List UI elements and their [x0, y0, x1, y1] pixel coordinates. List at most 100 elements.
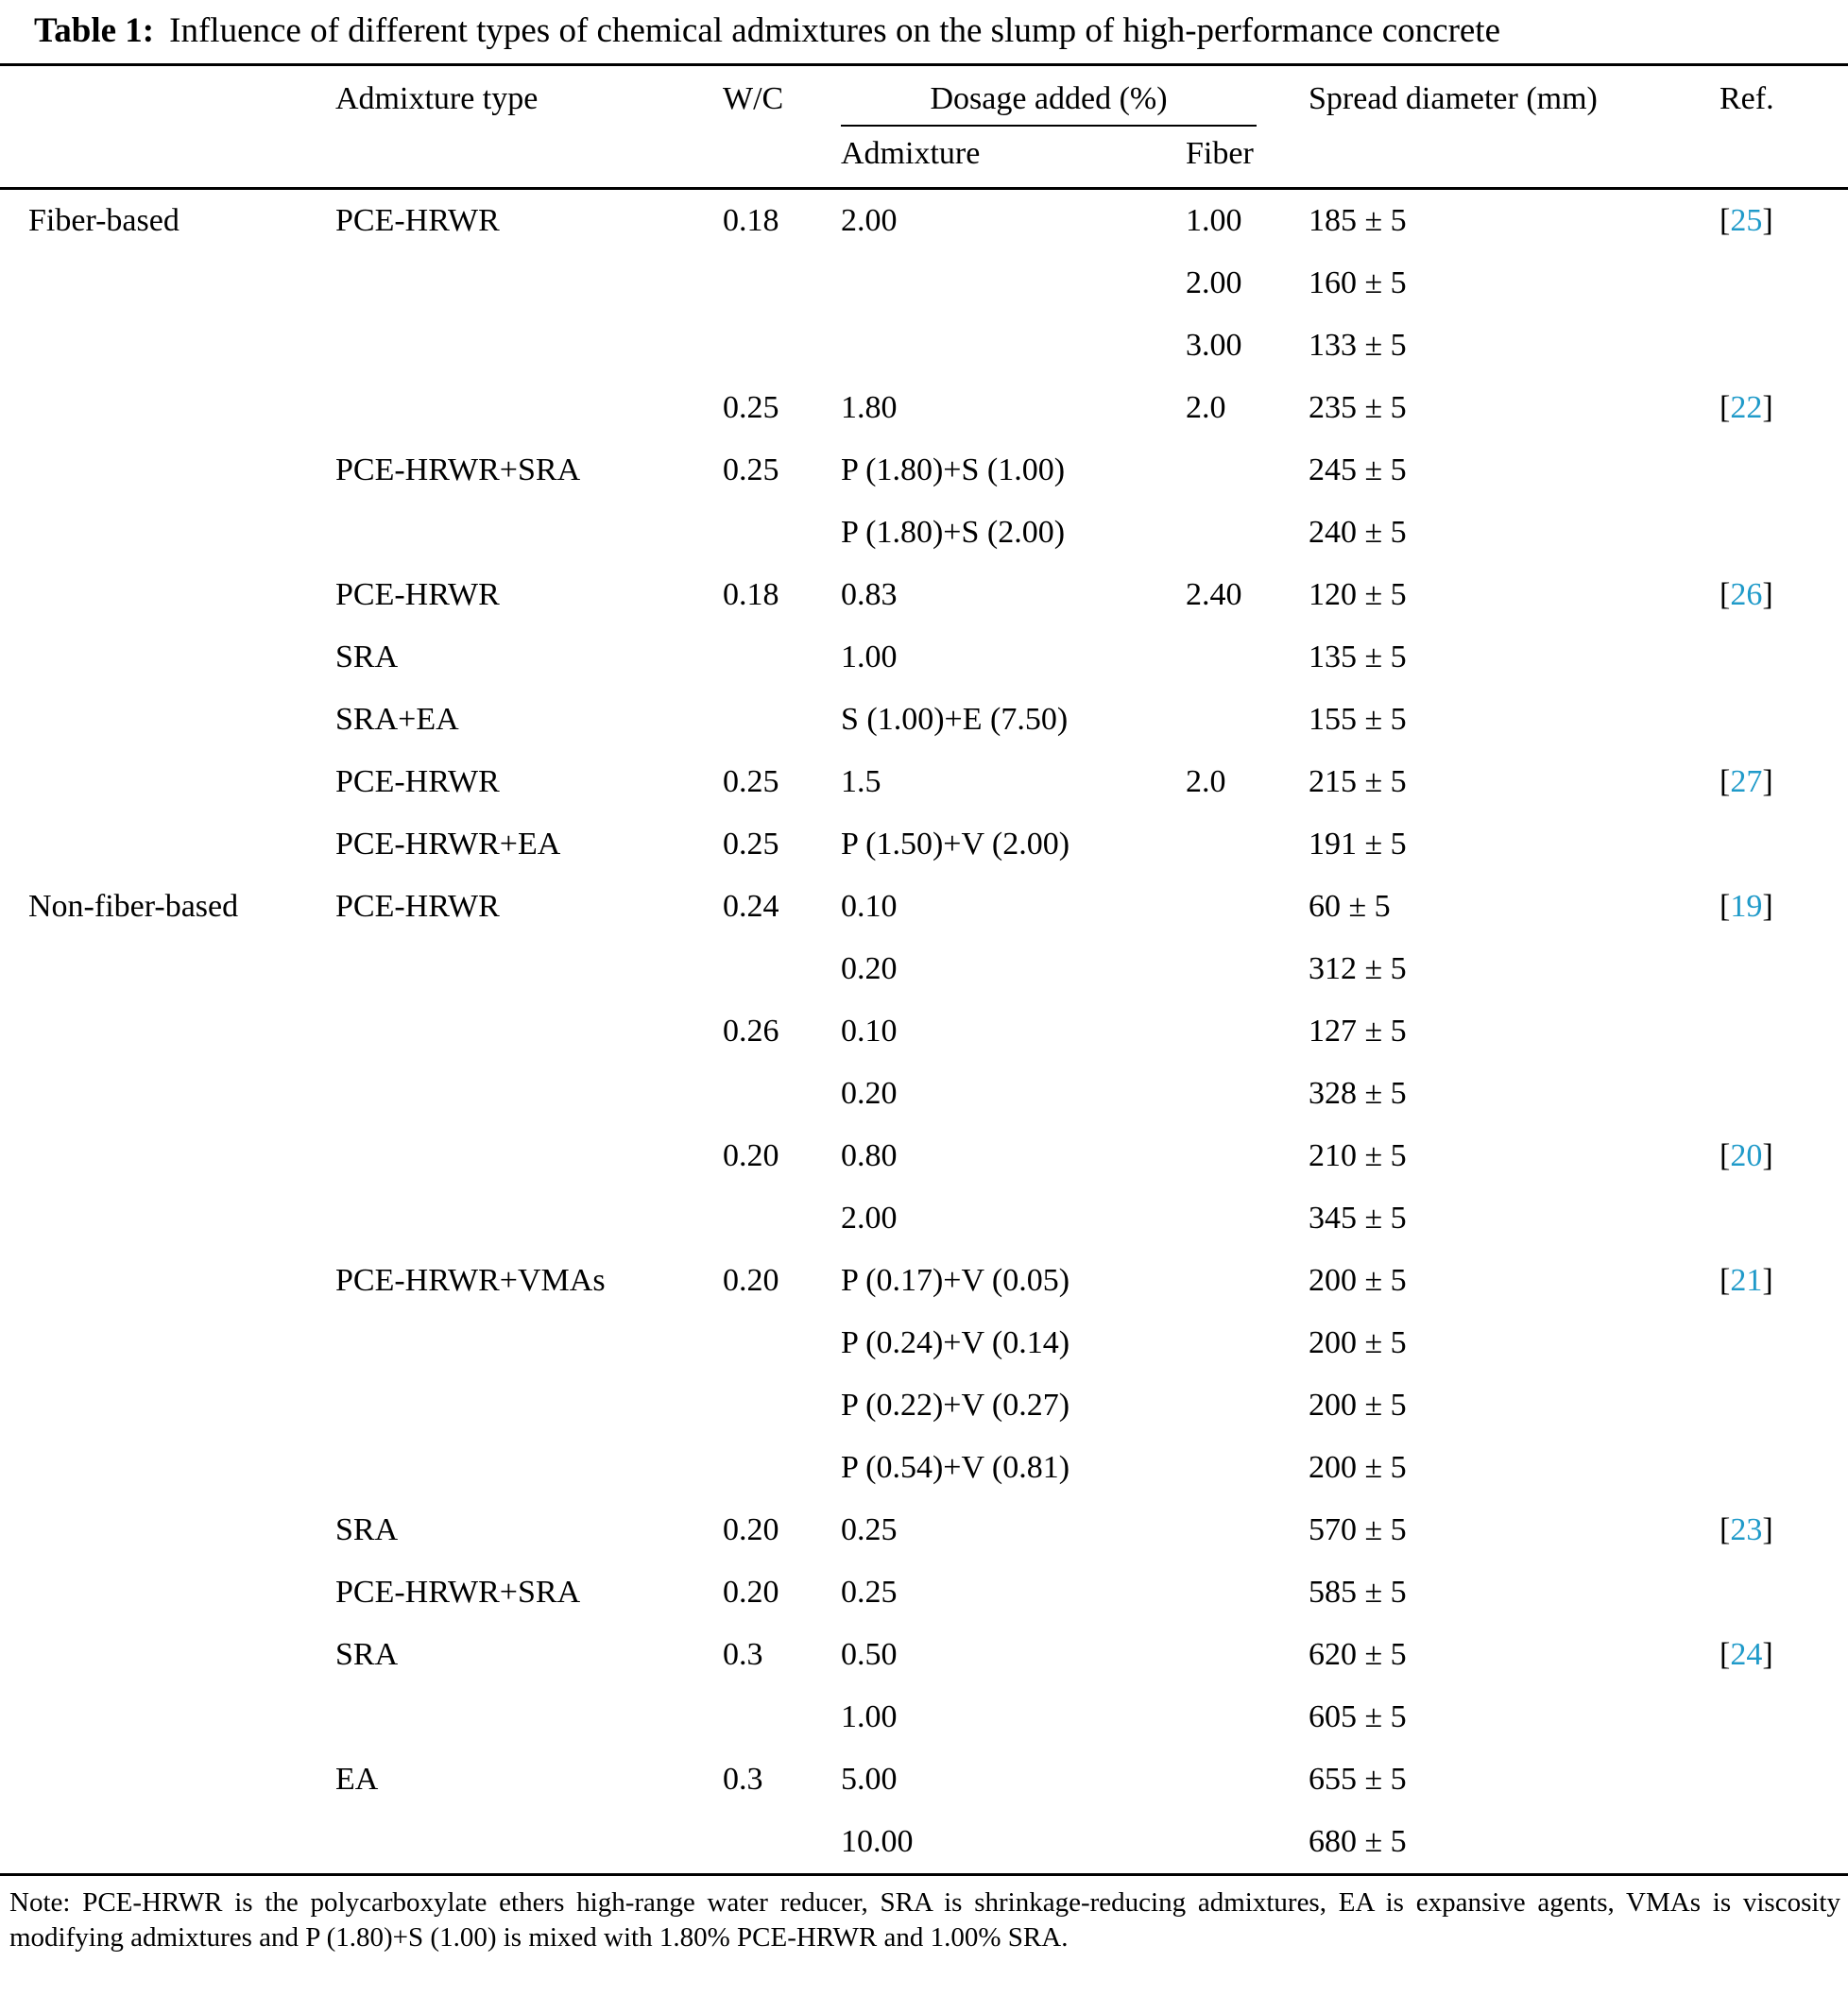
dosage-admixture-cell: 2.00	[841, 1200, 898, 1236]
table-row: Non-fiber-based PCE-HRWR 0.24 0.10 60 ± 5 [19…	[0, 876, 1848, 938]
dosage-admixture-cell: P (1.50)+V (2.00)	[841, 826, 1070, 862]
header-group-cell	[0, 64, 312, 188]
wc-cell: 0.20	[723, 1262, 779, 1298]
admixture-type-cell	[312, 938, 697, 1000]
wc-cell: 0.26	[723, 1013, 779, 1049]
dosage-fiber-cell	[1160, 1312, 1283, 1374]
dosage-fiber-cell	[1160, 439, 1283, 502]
wc-cell	[697, 626, 813, 689]
ref-link[interactable]: 20	[1730, 1137, 1763, 1173]
ref-link[interactable]: 21	[1730, 1262, 1763, 1298]
dosage-admixture-cell: P (1.80)+S (2.00)	[841, 514, 1066, 550]
wc-cell: 0.25	[723, 763, 779, 799]
admixture-type-cell	[312, 1686, 697, 1749]
dosage-admixture-cell: 0.25	[841, 1511, 898, 1547]
admixture-type-cell	[312, 1187, 697, 1250]
ref-bracket-open: [	[1720, 1511, 1731, 1547]
spread-diameter-cell: 133 ± 5	[1309, 327, 1407, 363]
dosage-admixture-cell: 1.5	[841, 763, 881, 799]
dosage-fiber-cell	[1160, 502, 1283, 564]
ref-cell	[1699, 502, 1848, 564]
spread-diameter-cell: 185 ± 5	[1309, 202, 1407, 238]
table-row: SRA 0.20 0.25 570 ± 5 [23]	[0, 1499, 1848, 1561]
ref-cell: [20]	[1699, 1125, 1848, 1187]
ref-link[interactable]: 22	[1730, 389, 1763, 425]
table-row: PCE-HRWR+VMAs 0.20 P (0.17)+V (0.05) 200 ± …	[0, 1250, 1848, 1312]
spread-diameter-cell: 312 ± 5	[1309, 950, 1407, 986]
header-wc: W/C	[723, 80, 784, 116]
group-cell	[0, 1561, 312, 1624]
dosage-admixture-cell: 5.00	[841, 1761, 898, 1797]
dosage-fiber-cell	[1160, 1811, 1283, 1875]
dosage-fiber-cell	[1160, 1374, 1283, 1437]
group-cell	[0, 1250, 312, 1312]
group-cell	[0, 1312, 312, 1374]
ref-bracket-close: ]	[1762, 1137, 1773, 1173]
header-sub-admixture: Admixture	[841, 135, 981, 171]
group-cell	[0, 315, 312, 377]
ref-link[interactable]: 25	[1730, 202, 1763, 238]
group-cell: Non-fiber-based	[28, 888, 239, 924]
table-row: P (0.24)+V (0.14) 200 ± 5	[0, 1312, 1848, 1374]
dosage-fiber-cell	[1160, 1437, 1283, 1499]
admixture-type-cell	[312, 1437, 697, 1499]
table-row: SRA 0.3 0.50 620 ± 5 [24]	[0, 1624, 1848, 1686]
wc-cell	[697, 1374, 813, 1437]
header-dosage-added: Dosage added (%)	[813, 64, 1283, 127]
group-cell	[0, 1000, 312, 1063]
spread-diameter-cell: 155 ± 5	[1309, 701, 1407, 737]
table-caption-label: Table 1:	[34, 11, 155, 50]
dosage-fiber-cell: 2.40	[1186, 576, 1242, 612]
ref-bracket-close: ]	[1762, 888, 1773, 924]
dosage-fiber-cell	[1160, 1499, 1283, 1561]
admixture-type-cell: SRA+EA	[335, 701, 459, 737]
ref-cell	[1699, 626, 1848, 689]
admixture-type-cell	[312, 1063, 697, 1125]
ref-link[interactable]: 26	[1730, 576, 1763, 612]
table-row: P (0.22)+V (0.27) 200 ± 5	[0, 1374, 1848, 1437]
admixture-type-cell	[312, 1374, 697, 1437]
group-cell	[0, 1686, 312, 1749]
admixture-type-cell: PCE-HRWR	[335, 888, 500, 924]
header-row-main: Admixture type W/C Dosage added (%) Spre…	[0, 64, 1848, 127]
dosage-admixture-cell: 0.50	[841, 1636, 898, 1672]
wc-cell: 0.20	[723, 1511, 779, 1547]
ref-link[interactable]: 19	[1730, 888, 1763, 924]
table-row: 10.00 680 ± 5	[0, 1811, 1848, 1875]
wc-cell: 0.24	[723, 888, 779, 924]
admixtures-table: Admixture type W/C Dosage added (%) Spre…	[0, 62, 1848, 1876]
table-row: 0.26 0.10 127 ± 5	[0, 1000, 1848, 1063]
ref-bracket-open: [	[1720, 1262, 1731, 1298]
dosage-admixture-cell: 0.20	[841, 1075, 898, 1111]
ref-cell: [25]	[1699, 188, 1848, 252]
table-row: 0.25 1.80 2.0 235 ± 5 [22]	[0, 377, 1848, 439]
ref-bracket-open: [	[1720, 576, 1731, 612]
dosage-admixture-cell: 0.20	[841, 950, 898, 986]
ref-link[interactable]: 24	[1730, 1636, 1763, 1672]
spread-diameter-cell: 240 ± 5	[1309, 514, 1407, 550]
admixture-type-cell: PCE-HRWR+EA	[335, 826, 561, 862]
ref-link[interactable]: 27	[1730, 763, 1763, 799]
dosage-admixture-cell: 0.80	[841, 1137, 898, 1173]
dosage-admixture-cell: 0.83	[841, 576, 898, 612]
spread-diameter-cell: 585 ± 5	[1309, 1574, 1407, 1610]
admixture-type-cell: PCE-HRWR	[335, 202, 500, 238]
dosage-admixture-cell: 1.00	[841, 639, 898, 674]
ref-bracket-close: ]	[1762, 576, 1773, 612]
admixture-type-cell: SRA	[335, 639, 399, 674]
spread-diameter-cell: 680 ± 5	[1309, 1823, 1407, 1859]
dosage-fiber-cell	[1160, 938, 1283, 1000]
table-row: Fiber-based PCE-HRWR 0.18 2.00 1.00 185 ± 5 [2…	[0, 188, 1848, 252]
ref-link[interactable]: 23	[1730, 1511, 1763, 1547]
group-cell	[0, 502, 312, 564]
group-cell	[0, 1749, 312, 1811]
table-row: SRA 1.00 135 ± 5	[0, 626, 1848, 689]
dosage-fiber-cell: 1.00	[1186, 202, 1242, 238]
spread-diameter-cell: 200 ± 5	[1309, 1262, 1407, 1298]
ref-cell	[1699, 1686, 1848, 1749]
dosage-admixture-cell: 0.10	[841, 888, 898, 924]
wc-cell	[697, 1686, 813, 1749]
admixture-type-cell	[312, 1000, 697, 1063]
table-row: 1.00 605 ± 5	[0, 1686, 1848, 1749]
